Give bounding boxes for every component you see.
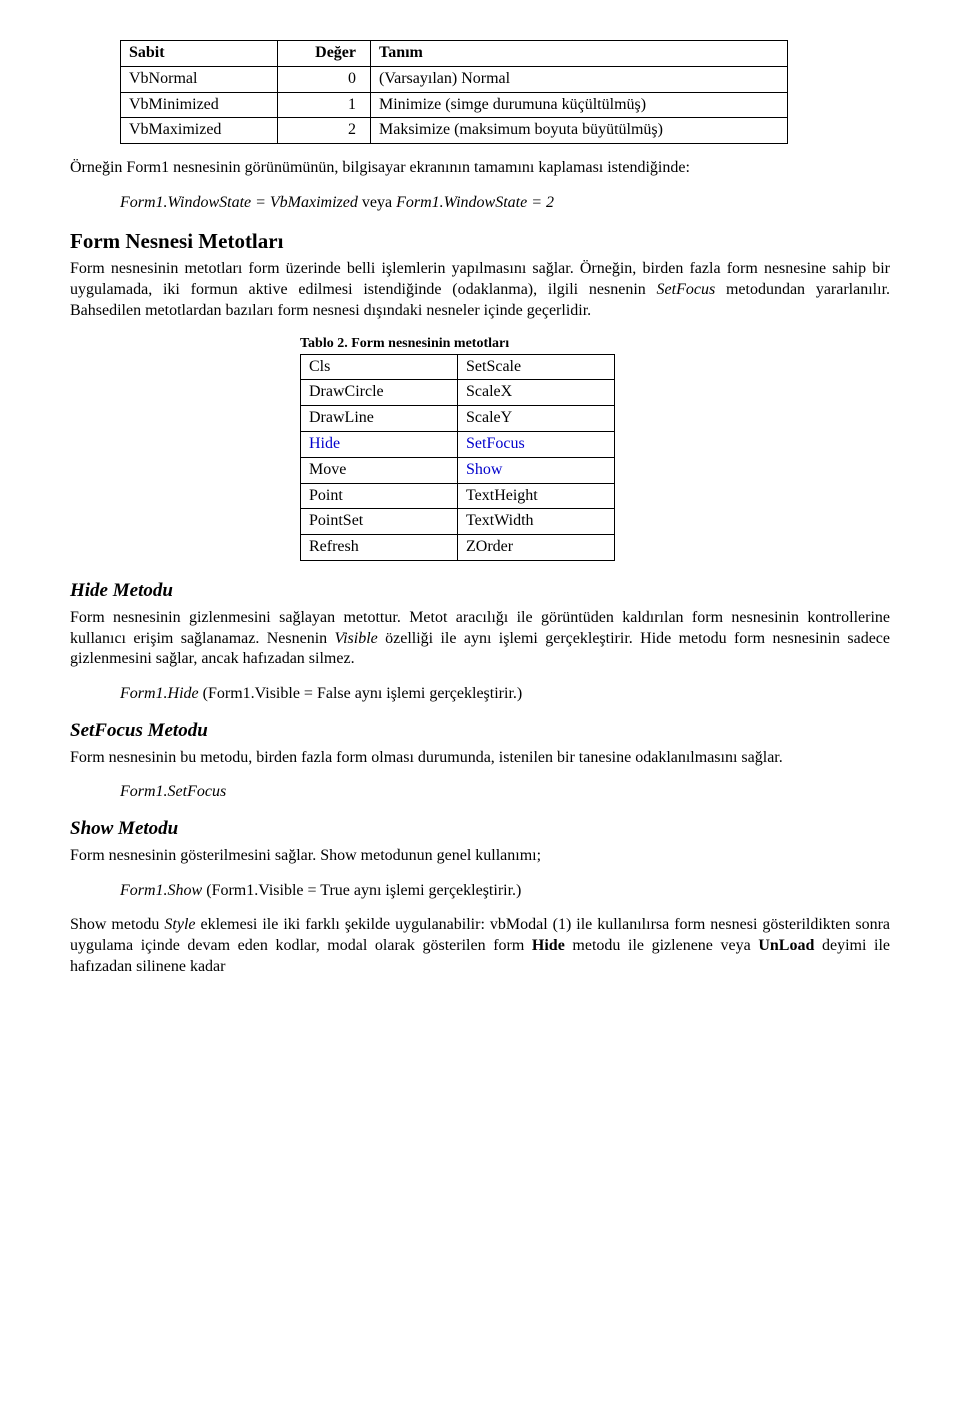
intro-paragraph: Örneğin Form1 nesnesinin görünümünün, bi…: [70, 158, 890, 179]
table-cell: ZOrder: [458, 535, 615, 561]
table1-header: Değer: [278, 41, 371, 67]
table-cell: SetScale: [458, 354, 615, 380]
table-cell: SetFocus: [458, 432, 615, 458]
table-cell: Minimize (simge durumuna küçültülmüş): [371, 92, 788, 118]
table-cell: Point: [301, 483, 458, 509]
methods-table: ClsSetScaleDrawCircleScaleXDrawLineScale…: [300, 354, 615, 561]
table-cell: TextWidth: [458, 509, 615, 535]
table-cell: Hide: [301, 432, 458, 458]
table2-caption: Tablo 2. Form nesnesinin metotları: [300, 335, 890, 353]
table1-header: Tanım: [371, 41, 788, 67]
table-cell: 0: [278, 66, 371, 92]
subsection-setfocus: SetFocus Metodu: [70, 719, 890, 744]
code-example-1: Form1.WindowState = VbMaximized veya For…: [120, 193, 890, 214]
table-cell: Show: [458, 457, 615, 483]
code-hide: Form1.Hide (Form1.Visible = False aynı i…: [120, 684, 890, 705]
table-cell: Cls: [301, 354, 458, 380]
table-cell: VbMaximized: [121, 118, 278, 144]
table-cell: 1: [278, 92, 371, 118]
table-cell: DrawCircle: [301, 380, 458, 406]
table-cell: PointSet: [301, 509, 458, 535]
code-show: Form1.Show (Form1.Visible = True aynı iş…: [120, 881, 890, 902]
methods-paragraph: Form nesnesinin metotları form üzerinde …: [70, 259, 890, 321]
table-cell: VbMinimized: [121, 92, 278, 118]
table-cell: TextHeight: [458, 483, 615, 509]
table-cell: ScaleX: [458, 380, 615, 406]
table-cell: ScaleY: [458, 406, 615, 432]
table-cell: Maksimize (maksimum boyuta büyütülmüş): [371, 118, 788, 144]
setfocus-paragraph: Form nesnesinin bu metodu, birden fazla …: [70, 748, 890, 769]
subsection-hide: Hide Metodu: [70, 579, 890, 604]
hide-paragraph: Form nesnesinin gizlenmesini sağlayan me…: [70, 608, 890, 670]
subsection-show: Show Metodu: [70, 817, 890, 842]
table-cell: Move: [301, 457, 458, 483]
constants-table: Sabit Değer Tanım VbNormal 0 (Varsayılan…: [120, 40, 788, 144]
table-cell: DrawLine: [301, 406, 458, 432]
section-form-methods: Form Nesnesi Metotları: [70, 228, 890, 255]
table-cell: VbNormal: [121, 66, 278, 92]
code-setfocus: Form1.SetFocus: [120, 782, 890, 803]
table1-header: Sabit: [121, 41, 278, 67]
table-cell: Refresh: [301, 535, 458, 561]
table-cell: (Varsayılan) Normal: [371, 66, 788, 92]
table-cell: 2: [278, 118, 371, 144]
last-paragraph: Show metodu Style eklemesi ile iki farkl…: [70, 915, 890, 977]
show-paragraph: Form nesnesinin gösterilmesini sağlar. S…: [70, 846, 890, 867]
